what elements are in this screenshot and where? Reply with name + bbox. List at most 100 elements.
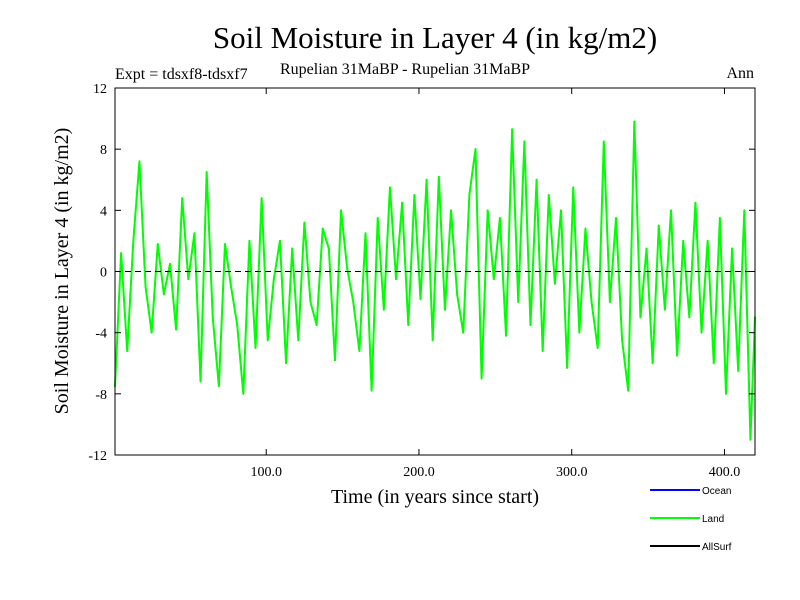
data-point xyxy=(327,247,330,250)
x-tick-label: 300.0 xyxy=(556,465,588,480)
data-point xyxy=(621,339,624,342)
data-point xyxy=(358,350,361,352)
data-point xyxy=(352,301,355,303)
data-point xyxy=(541,350,544,352)
data-point xyxy=(725,392,727,395)
data-point xyxy=(608,301,611,303)
data-point xyxy=(389,186,391,189)
data-point xyxy=(731,247,733,250)
data-point xyxy=(743,209,746,212)
data-point xyxy=(364,232,367,235)
data-point xyxy=(462,331,465,334)
data-point xyxy=(162,293,165,296)
series-line-land xyxy=(114,120,756,441)
data-point xyxy=(566,366,569,369)
y-tick-label: 12 xyxy=(93,82,107,97)
data-point xyxy=(382,308,385,311)
data-point xyxy=(511,128,514,131)
data-point xyxy=(627,389,630,392)
data-point xyxy=(437,175,440,178)
data-point xyxy=(401,201,404,204)
data-point xyxy=(657,224,660,227)
y-tick-label: 0 xyxy=(100,266,107,281)
x-axis-label: Time (in years since start) xyxy=(331,486,539,508)
data-point xyxy=(499,217,501,219)
data-point xyxy=(694,201,697,204)
data-point xyxy=(370,389,373,392)
data-point xyxy=(670,209,672,212)
data-point xyxy=(682,240,685,242)
data-point xyxy=(486,209,489,212)
y-tick-label: 8 xyxy=(100,143,107,158)
data-point xyxy=(291,247,294,250)
data-point xyxy=(633,120,636,123)
data-point xyxy=(676,354,679,357)
data-point xyxy=(334,359,336,362)
y-tick-label: -4 xyxy=(95,327,107,342)
data-point xyxy=(272,278,275,281)
data-point xyxy=(505,334,507,337)
data-point xyxy=(120,252,123,255)
data-point xyxy=(596,347,599,349)
data-point xyxy=(517,301,520,303)
data-point xyxy=(193,232,196,235)
data-point xyxy=(468,194,471,196)
data-point xyxy=(321,227,324,230)
data-point xyxy=(560,209,562,212)
data-point xyxy=(309,301,312,303)
data-point xyxy=(547,194,550,196)
data-point xyxy=(138,160,141,163)
data-point xyxy=(700,331,703,334)
data-point xyxy=(749,438,752,441)
data-point xyxy=(181,197,184,200)
chart-title: Soil Moisture in Layer 4 (in kg/m2) xyxy=(213,20,657,55)
data-point xyxy=(187,278,190,281)
data-point xyxy=(450,209,452,212)
data-point xyxy=(706,240,709,242)
data-point xyxy=(395,278,397,281)
y-axis-label: Soil Moisture in Layer 4 (in kg/m2) xyxy=(51,128,73,415)
data-point xyxy=(285,362,287,365)
data-point xyxy=(199,380,202,383)
data-point xyxy=(523,140,526,143)
data-point xyxy=(217,385,220,388)
data-point xyxy=(602,140,605,143)
data-point xyxy=(712,362,715,365)
data-point xyxy=(554,282,556,285)
data-point xyxy=(535,178,538,181)
data-point xyxy=(456,293,459,296)
data-point xyxy=(492,278,495,281)
data-point xyxy=(230,285,232,288)
data-point xyxy=(737,369,740,372)
legend-label-ocean: Ocean xyxy=(702,486,731,497)
legend-label-land: Land xyxy=(702,514,724,525)
data-point xyxy=(419,298,422,300)
data-point xyxy=(175,328,177,331)
data-point xyxy=(584,227,587,230)
data-point xyxy=(260,197,263,200)
data-point xyxy=(346,267,349,270)
data-point xyxy=(126,350,129,352)
data-point xyxy=(132,240,135,242)
data-point xyxy=(425,178,428,181)
data-point xyxy=(150,331,153,334)
data-point xyxy=(144,285,147,288)
data-point xyxy=(407,324,410,326)
legend-layer: Ocean Land AllSurf xyxy=(650,486,732,553)
data-point xyxy=(529,324,532,326)
subtitle-left: Expt = tdsxf8-tdsxf7 xyxy=(115,66,248,83)
data-point xyxy=(718,217,721,219)
data-point xyxy=(645,247,648,250)
axis-layer: -12 -8 -4 0 4 8 12 100.0 200.0 300.0 400.0 xyxy=(88,82,756,480)
data-point xyxy=(279,240,281,242)
data-point xyxy=(266,339,269,342)
data-point xyxy=(248,240,251,242)
data-point xyxy=(688,316,691,319)
data-point xyxy=(376,217,379,219)
subtitle-right: Ann xyxy=(726,65,754,82)
data-point xyxy=(169,262,171,265)
x-tick-label: 100.0 xyxy=(250,465,282,480)
data-point xyxy=(480,377,483,380)
